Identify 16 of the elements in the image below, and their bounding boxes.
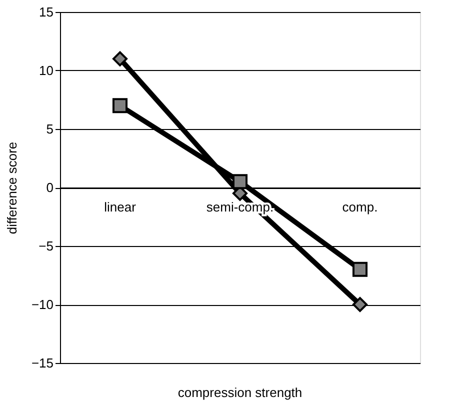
y-axis-title: difference score	[4, 142, 20, 234]
point	[352, 296, 368, 312]
x-tick-label: comp.	[342, 200, 378, 214]
y-tick-label: 5	[46, 122, 54, 136]
point	[112, 51, 128, 66]
y-tick-label: 15	[39, 4, 54, 20]
point	[112, 98, 128, 114]
y-tick-label: −15	[31, 356, 54, 370]
point	[232, 174, 248, 190]
y-tick-label: −10	[31, 297, 54, 312]
y-tick-label: 0	[46, 180, 54, 195]
y-tick-label: −5	[38, 238, 54, 254]
y-tick-label: 10	[39, 63, 54, 78]
point	[352, 262, 368, 277]
x-tick-label: linear	[104, 200, 137, 214]
x-axis-title: compression strength	[178, 385, 302, 400]
